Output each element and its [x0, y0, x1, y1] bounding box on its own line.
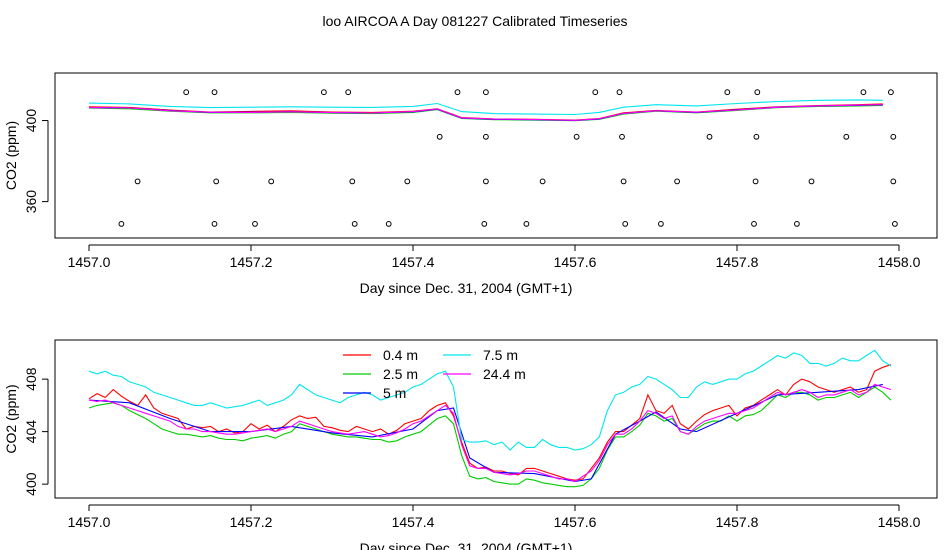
y-tick-label: 400: [23, 109, 39, 133]
bottom-y-axis: 400 404 408: [23, 367, 49, 496]
top-series-line: [88, 104, 883, 121]
top-series-lines: [88, 99, 883, 122]
data-point: [436, 133, 443, 140]
data-point: [573, 133, 580, 140]
bottom-x-axis: 1457.0 1457.2 1457.4 1457.6 1457.8 1458.0: [68, 504, 921, 530]
bottom-x-axis-label: Day since Dec. 31, 2004 (GMT+1): [360, 540, 573, 550]
legend-item: 0.4 m: [343, 347, 418, 363]
bottom-panel: 1457.0 1457.2 1457.4 1457.6 1457.8 1458.0 400…: [3, 339, 938, 550]
data-point: [321, 89, 327, 96]
series-line: [88, 364, 892, 481]
x-tick-label: 1457.8: [716, 514, 759, 530]
data-point: [345, 89, 352, 96]
data-point: [213, 178, 220, 185]
series-line: [88, 386, 892, 488]
data-point: [888, 89, 894, 96]
data-point: [454, 89, 461, 96]
data-point: [751, 221, 757, 227]
data-point: [539, 178, 546, 185]
y-tick-label: 404: [23, 420, 39, 444]
legend-label: 2.5 m: [383, 366, 418, 382]
data-point: [754, 89, 761, 96]
data-point: [658, 221, 664, 227]
data-point: [118, 221, 125, 227]
top-y-axis-label: CO2 (ppm): [3, 121, 19, 190]
x-tick-label: 1458.0: [878, 254, 921, 270]
data-point: [890, 133, 897, 140]
legend-label: 5 m: [383, 385, 406, 401]
x-tick-label: 1457.4: [392, 254, 435, 270]
bottom-plot-frame: [54, 339, 938, 499]
data-point: [724, 89, 731, 96]
y-tick-label: 360: [23, 190, 39, 214]
data-point: [268, 178, 275, 185]
data-point: [481, 221, 488, 227]
legend: 0.4 m 2.5 m 5 m 7.5 m 24.4 m: [343, 347, 526, 401]
bottom-y-axis-label: CO2 (ppm): [3, 384, 19, 453]
data-point: [483, 133, 489, 140]
data-point: [808, 178, 815, 185]
data-point: [843, 133, 850, 140]
data-point: [211, 221, 218, 227]
data-point: [134, 178, 141, 185]
data-point: [523, 221, 530, 227]
data-point: [622, 221, 629, 227]
x-tick-label: 1457.4: [392, 514, 435, 530]
data-point: [620, 178, 627, 185]
y-tick-label: 408: [23, 367, 39, 391]
top-series-line: [88, 99, 883, 116]
data-point: [483, 178, 489, 185]
data-point: [404, 178, 411, 185]
x-tick-label: 1457.0: [68, 254, 111, 270]
x-tick-label: 1458.0: [878, 514, 921, 530]
x-tick-label: 1457.6: [554, 514, 597, 530]
bottom-series-lines: [88, 349, 892, 488]
data-point: [753, 133, 760, 140]
data-point: [674, 178, 680, 185]
x-tick-label: 1457.6: [554, 254, 597, 270]
legend-label: 7.5 m: [483, 347, 518, 363]
data-point: [794, 221, 800, 227]
data-point: [351, 221, 358, 227]
top-scatter-points: [118, 89, 898, 227]
top-x-axis-label: Day since Dec. 31, 2004 (GMT+1): [360, 280, 573, 296]
top-x-axis: 1457.0 1457.2 1457.4 1457.6 1457.8 1458.0: [68, 244, 921, 270]
data-point: [592, 89, 599, 96]
data-point: [619, 133, 625, 140]
data-point: [483, 89, 489, 96]
legend-label: 0.4 m: [383, 347, 418, 363]
data-point: [252, 221, 258, 227]
top-panel: 1457.0 1457.2 1457.4 1457.6 1457.8 1458.0 360…: [3, 72, 938, 296]
data-point: [752, 178, 759, 185]
x-tick-label: 1457.0: [68, 514, 111, 530]
y-tick-label: 400: [23, 472, 39, 496]
figure-title: loo AIRCOA A Day 081227 Calibrated Times…: [322, 13, 627, 29]
x-tick-label: 1457.2: [230, 254, 273, 270]
x-tick-label: 1457.2: [230, 514, 273, 530]
data-point: [616, 89, 623, 96]
data-point: [183, 89, 190, 96]
legend-item: 24.4 m: [443, 366, 526, 382]
x-tick-label: 1457.8: [716, 254, 759, 270]
data-point: [890, 178, 897, 185]
data-point: [860, 89, 867, 96]
data-point: [211, 89, 218, 96]
data-point: [706, 133, 713, 140]
data-point: [349, 178, 356, 185]
legend-item: 7.5 m: [443, 347, 518, 363]
data-point: [892, 221, 898, 227]
top-plot-frame: [54, 72, 938, 239]
data-point: [385, 221, 392, 227]
top-y-axis: 360 400: [23, 109, 49, 214]
legend-item: 2.5 m: [343, 366, 418, 382]
legend-label: 24.4 m: [483, 366, 526, 382]
series-line: [88, 349, 892, 451]
legend-item: 5 m: [343, 385, 406, 401]
series-line: [88, 383, 892, 483]
